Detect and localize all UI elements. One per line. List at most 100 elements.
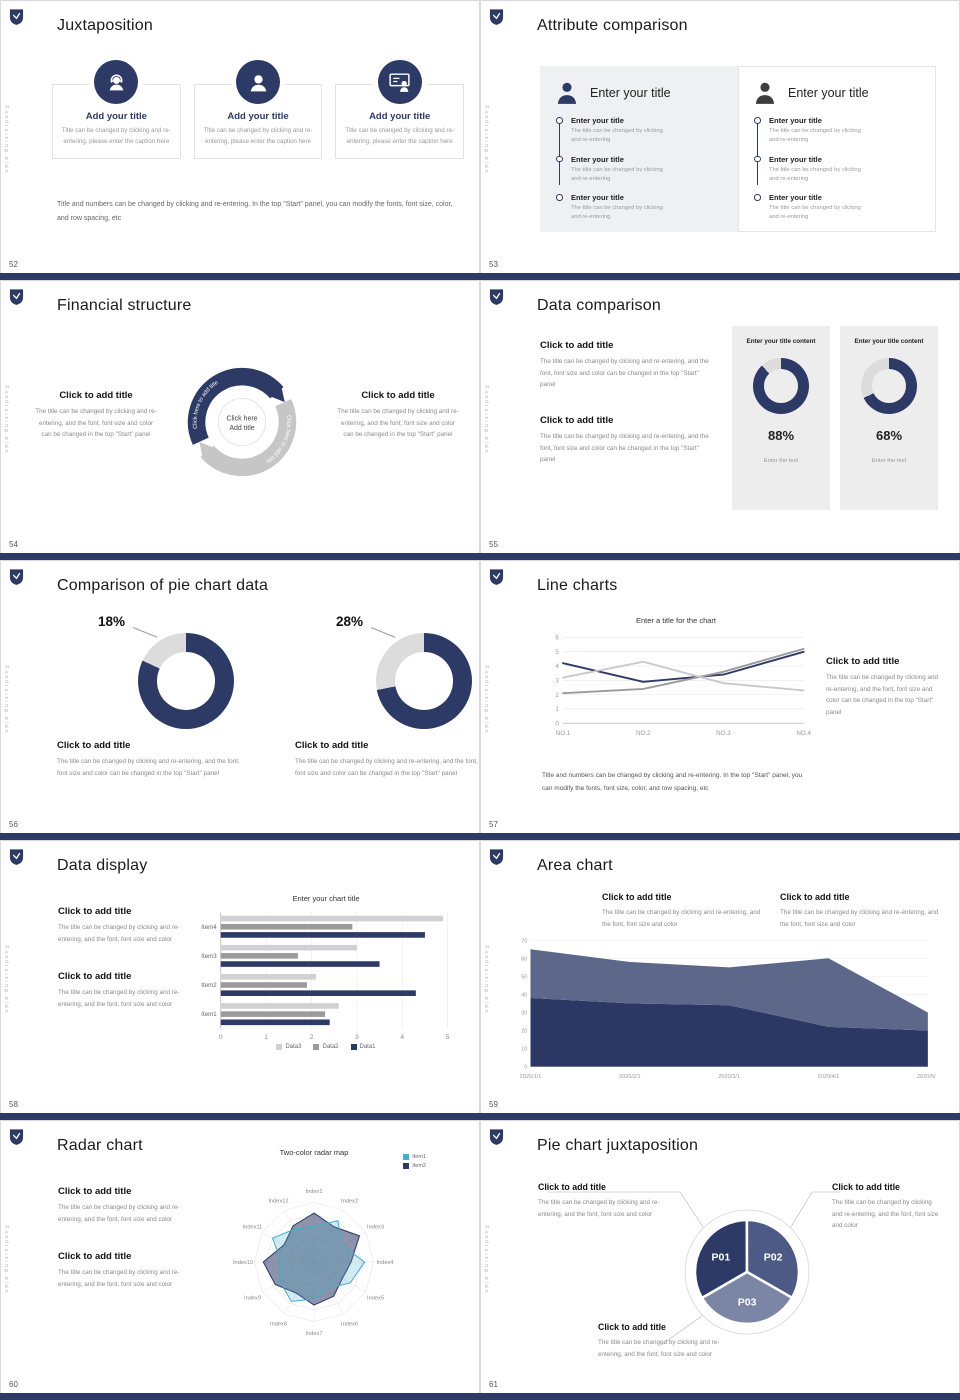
page-number: 53 — [489, 260, 498, 269]
svg-text:2020/1/1: 2020/1/1 — [520, 1074, 542, 1080]
text-block: Click to add title The title can be chan… — [58, 1186, 184, 1225]
chart-legend: Data3 Data2 Data1 — [188, 1044, 464, 1050]
slide-title: Pie chart juxtaposition — [537, 1137, 699, 1154]
slide-52[interactable]: Fundraising plan Juxtaposition Add your … — [0, 0, 480, 280]
svg-text:Index9: Index9 — [244, 1296, 261, 1302]
svg-text:NO.3: NO.3 — [716, 730, 731, 737]
person-icon — [556, 80, 578, 106]
percent-label: 28% — [336, 614, 364, 629]
card-footer: Enter the text — [763, 458, 799, 464]
block-body: The title can be changed by clicking and… — [295, 758, 478, 777]
comparison-panel-left: Enter your title Enter your title The ti… — [540, 66, 738, 232]
block-body: The title can be changed by clicking and… — [58, 989, 180, 1008]
footer-bar — [0, 273, 480, 280]
slide-61[interactable]: Fundraising plan Pie chart juxtaposition… — [480, 1120, 960, 1400]
footer-bar — [480, 1393, 960, 1400]
slide-54[interactable]: Fundraising plan Financial structure Cli… — [0, 280, 480, 560]
block-body: The title can be changed by clicking and… — [540, 358, 709, 389]
svg-text:5: 5 — [446, 1034, 450, 1041]
slide-58[interactable]: Fundraising plan Data display Click to a… — [0, 840, 480, 1120]
slide-59[interactable]: Fundraising plan Area chart Click to add… — [480, 840, 960, 1120]
block-body: The title can be changed by clicking and… — [598, 1339, 720, 1358]
item-caption: The title can be changed by clicking and… — [571, 128, 663, 144]
svg-text:Index2: Index2 — [341, 1199, 358, 1205]
block-title: Click to add title — [58, 1186, 132, 1197]
svg-text:P01: P01 — [712, 1251, 731, 1263]
block-body: The title can be changed by clicking and… — [337, 408, 459, 439]
legend-swatch — [403, 1154, 410, 1160]
block-body: The title can be changed by clicking and… — [58, 924, 180, 943]
donut-chart — [376, 633, 472, 729]
item-title: Enter your title — [571, 154, 624, 164]
svg-text:50: 50 — [521, 974, 527, 980]
center-title-line1: Click here — [226, 415, 257, 422]
stat-card: Enter your title content 68% Enter the t… — [840, 326, 938, 510]
legend-item: Data2 — [313, 1044, 339, 1050]
block-body: The title can be changed by clicking and… — [58, 1269, 180, 1288]
brand-shield-icon — [489, 8, 504, 26]
svg-text:2020/4/1: 2020/4/1 — [818, 1074, 840, 1080]
chart-legend: Item1 Item2 — [403, 1154, 426, 1169]
side-label: Fundraising plan — [3, 945, 9, 1015]
person-icon — [754, 80, 776, 106]
percent-value: 68% — [875, 428, 903, 443]
chart-title: Enter a title for the chart — [635, 616, 717, 625]
footer-bar — [480, 553, 960, 560]
legend-swatch — [313, 1044, 320, 1050]
text-block: Click to add title The title can be chan… — [598, 1322, 720, 1360]
slide-55[interactable]: Fundraising plan Data comparison Click t… — [480, 280, 960, 560]
side-label: Fundraising plan — [483, 385, 489, 455]
svg-text:Index5: Index5 — [367, 1296, 384, 1302]
line-chart: 0 1 2 3 4 5 6 NO.1 NO.2 NO.3 NO.4 — [555, 635, 811, 737]
text-block: Click to add title The title can be chan… — [832, 1182, 942, 1232]
chart-title: Two-color radar map — [279, 1148, 349, 1157]
page-number: 61 — [489, 1380, 498, 1389]
side-label: Fundraising plan — [483, 945, 489, 1015]
card-footer: Enter the text — [871, 458, 907, 464]
legend-item: Item1 — [403, 1154, 426, 1160]
brand-shield-icon — [489, 848, 504, 866]
svg-text:40: 40 — [521, 992, 527, 998]
slide-title: Comparison of pie chart data — [57, 577, 269, 594]
text-blocks: Click to add title The title can be chan… — [58, 906, 182, 1011]
slide-60[interactable]: Fundraising plan Radar chart Click to ad… — [0, 1120, 480, 1400]
page-number: 60 — [9, 1380, 18, 1389]
card-header: Enter your title content — [854, 338, 924, 345]
text-block: Click to add title The title can be chan… — [540, 415, 710, 466]
slide-title: Data comparison — [537, 297, 661, 314]
brand-shield-icon — [9, 1128, 24, 1146]
block-body: The title can be changed by clicking and… — [57, 758, 240, 777]
svg-text:30: 30 — [521, 1011, 527, 1017]
item-title: Enter your title — [571, 116, 624, 125]
footer-bar — [0, 1393, 480, 1400]
svg-text:20: 20 — [521, 1029, 527, 1035]
text-block: Click to add title The title can be chan… — [540, 340, 710, 391]
person-presenting-icon — [377, 60, 422, 104]
slide-57[interactable]: Fundraising plan Line charts Enter a tit… — [480, 560, 960, 840]
svg-text:0: 0 — [524, 1065, 527, 1071]
brand-shield-icon — [9, 8, 24, 26]
item-title: Enter your title — [571, 193, 624, 203]
svg-text:2: 2 — [555, 692, 559, 699]
block-body: The title can be changed by clicking and… — [602, 909, 761, 928]
card-header: Enter your title content — [746, 338, 816, 345]
block-title: Click to add title — [832, 1182, 900, 1192]
svg-text:3: 3 — [555, 677, 559, 684]
timeline-item: Enter your title The title can be change… — [556, 155, 722, 185]
percent-label: 18% — [98, 614, 126, 629]
legend-label: Data2 — [322, 1044, 339, 1050]
brand-shield-icon — [9, 568, 24, 586]
panel-title: Enter your title — [788, 86, 869, 100]
line-chart-area: Enter a title for the chart 0 1 2 3 4 5 6 NO.1 N… — [540, 616, 812, 740]
footer-bar — [0, 1113, 480, 1120]
card-caption: Title can be changed by clicking and re-… — [61, 127, 171, 145]
side-label: Fundraising plan — [483, 665, 489, 735]
slide-56[interactable]: Fundraising plan Comparison of pie chart… — [0, 560, 480, 840]
svg-text:0: 0 — [219, 1034, 223, 1041]
svg-text:4: 4 — [400, 1034, 404, 1041]
text-block: Click to add title The title can be chan… — [58, 971, 182, 1010]
callout-line — [132, 627, 158, 638]
donut-chart — [861, 358, 917, 414]
slide-53[interactable]: Fundraising plan Attribute comparison En… — [480, 0, 960, 280]
stat-card: Enter your title content 88% Enter the t… — [732, 326, 830, 510]
